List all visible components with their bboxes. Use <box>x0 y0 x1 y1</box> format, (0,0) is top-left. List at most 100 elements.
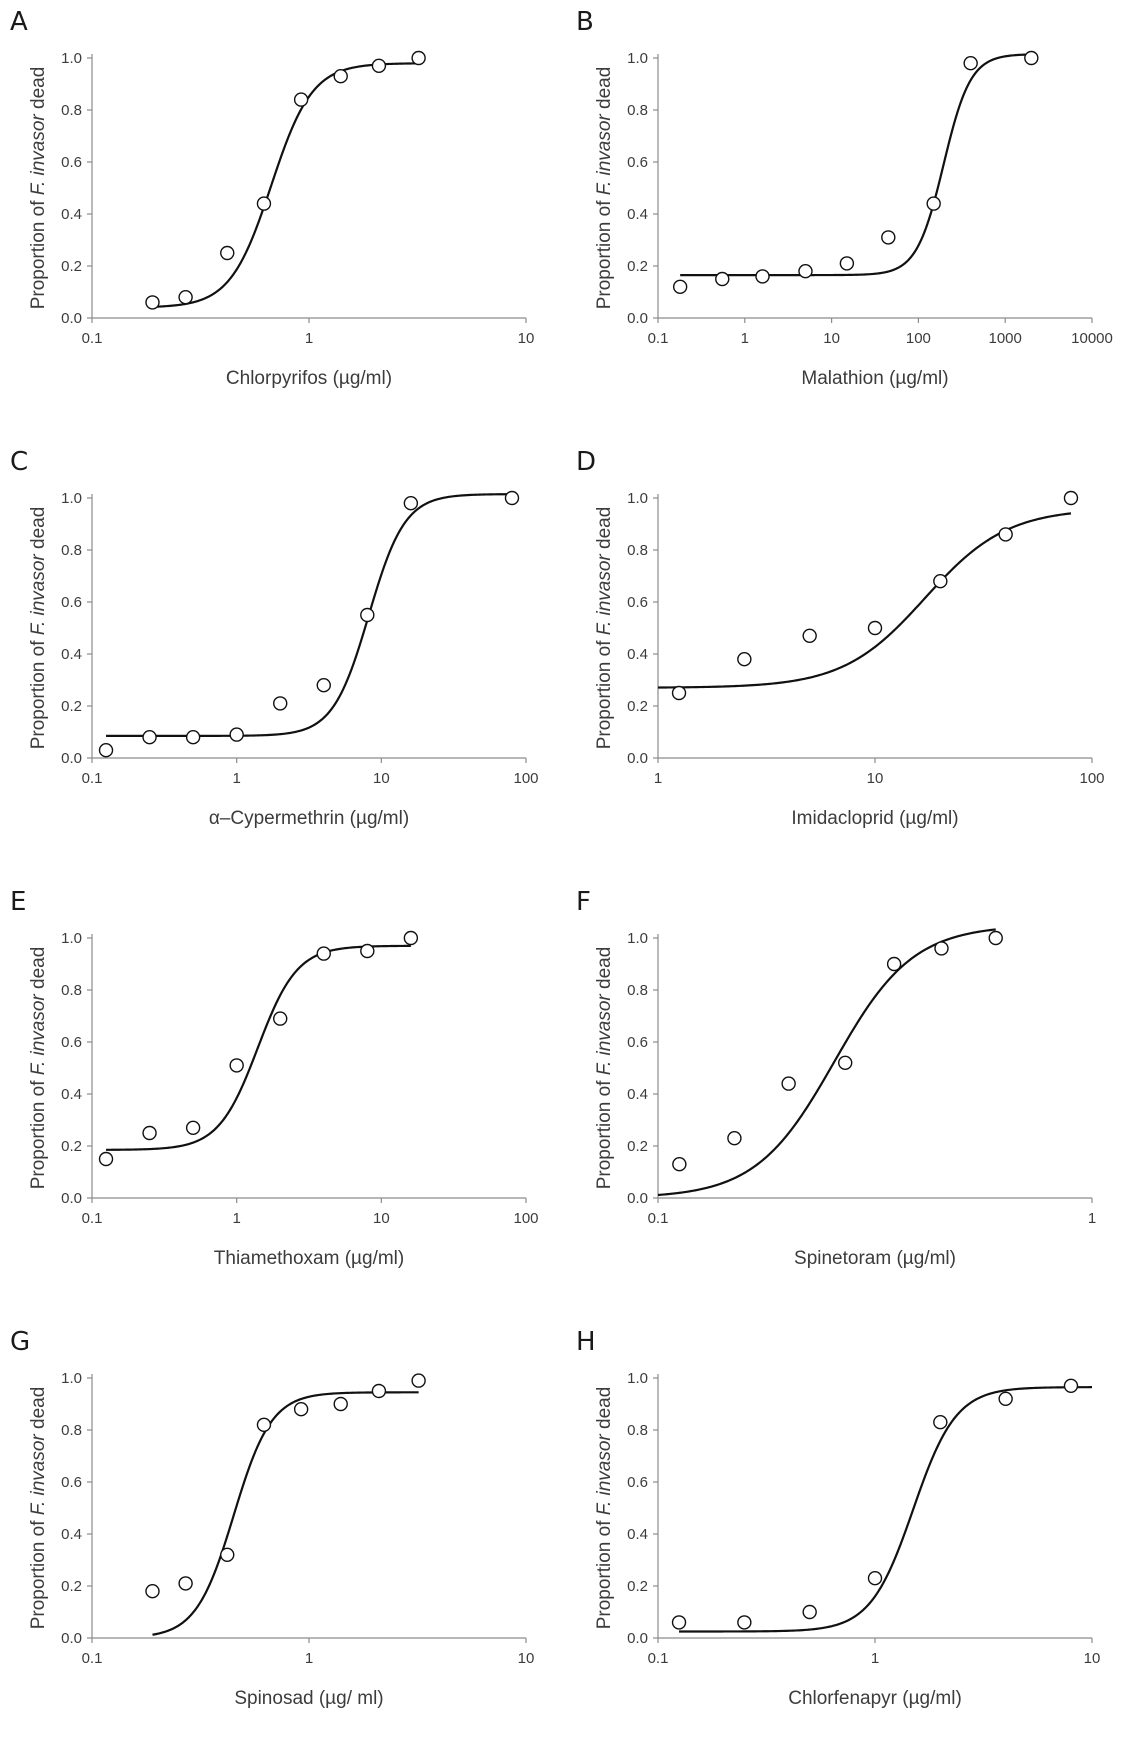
data-point <box>504 490 520 506</box>
y-tick-label: 0.8 <box>61 982 82 999</box>
data-point <box>672 279 688 294</box>
data-point <box>838 1055 853 1071</box>
y-tick-label: 0.2 <box>61 258 82 275</box>
chart-panel-h: H 0.0 0.2 0.4 0.6 0.8 1.0 0.1 1 10 Chlorfenapyr (µ… <box>566 1320 1132 1760</box>
data-point <box>755 269 770 284</box>
data-point <box>998 527 1013 542</box>
y-tick-label: 0.0 <box>627 750 648 767</box>
data-point <box>273 1011 288 1026</box>
data-point <box>1063 490 1079 506</box>
x-axis-title: α–Cypermethrin (µg/ml) <box>209 808 409 829</box>
y-tick-label: 0.6 <box>627 1474 648 1491</box>
panel-letter: H <box>576 1327 596 1357</box>
y-axis-title: Proportion of F. invasor dead <box>28 1387 49 1630</box>
data-point <box>802 628 817 644</box>
y-tick-label: 0.6 <box>627 1034 648 1051</box>
chart-svg: B 0.0 0.2 0.4 0.6 0.8 1.0 0.1 1 10 100 1000 10000 Mal… <box>576 7 1113 389</box>
y-tick-label: 1.0 <box>61 490 82 507</box>
data-point <box>371 1383 387 1399</box>
data-point <box>839 256 855 271</box>
data-point <box>220 245 235 261</box>
data-point <box>737 1615 752 1630</box>
chart-svg: A 0.0 0.2 0.4 0.6 0.8 1.0 0.1 1 10 Chlorpyrifos (µ… <box>10 7 535 389</box>
x-tick-label: 0.1 <box>82 330 103 347</box>
y-tick-label: 0.2 <box>627 258 648 275</box>
y-tick-label: 0.4 <box>627 1526 648 1543</box>
x-axis-title: Chlorfenapyr (µg/ml) <box>788 1688 962 1709</box>
data-point <box>256 196 272 211</box>
chart-panel-d: D 0.0 0.2 0.4 0.6 0.8 1.0 1 10 100 Imidacloprid (µ… <box>566 440 1132 880</box>
data-point <box>371 58 387 74</box>
y-tick-label: 0.6 <box>627 154 648 171</box>
y-tick-label: 0.4 <box>61 646 82 663</box>
panel-letter: F <box>576 887 591 917</box>
y-tick-label: 1.0 <box>61 930 82 947</box>
y-tick-label: 0.0 <box>627 310 648 327</box>
y-axis-title: Proportion of F. invasor dead <box>28 947 49 1190</box>
panel-letter: C <box>10 447 28 477</box>
y-tick-label: 0.4 <box>627 646 648 663</box>
data-point <box>737 651 752 667</box>
x-tick-label: 10 <box>867 770 884 787</box>
data-point <box>933 573 948 589</box>
y-tick-label: 0.8 <box>627 542 648 559</box>
x-tick-label: 1 <box>305 330 313 347</box>
y-tick-label: 0.2 <box>627 1138 648 1155</box>
y-axis-title: Proportion of F. invasor dead <box>28 67 49 310</box>
x-tick-label: 1 <box>1088 1210 1096 1227</box>
data-point <box>142 1125 157 1141</box>
y-axis-title: Proportion of F. invasor dead <box>594 947 615 1190</box>
data-point <box>142 730 157 745</box>
y-tick-label: 0.0 <box>627 1630 648 1647</box>
panel-letter: B <box>576 7 594 37</box>
x-tick-label: 0.1 <box>82 770 103 787</box>
y-tick-label: 0.8 <box>627 982 648 999</box>
data-point <box>98 1151 114 1167</box>
data-point <box>934 941 949 956</box>
y-tick-label: 0.0 <box>61 750 82 767</box>
chart-svg: F 0.0 0.2 0.4 0.6 0.8 1.0 0.1 1 Spinetoram (µg/ml… <box>576 887 1096 1269</box>
x-axis-title: Chlorpyrifos (µg/ml) <box>226 368 392 389</box>
y-tick-label: 0.0 <box>61 1190 82 1207</box>
chart-svg: H 0.0 0.2 0.4 0.6 0.8 1.0 0.1 1 10 Chlorfenapyr (µ… <box>576 1327 1101 1709</box>
x-tick-label: 0.1 <box>82 1210 103 1227</box>
data-point <box>293 92 309 107</box>
panel-letter: D <box>576 447 596 477</box>
chart-panel-b: B 0.0 0.2 0.4 0.6 0.8 1.0 0.1 1 10 100 1000 10000 Mal… <box>566 0 1132 440</box>
x-tick-label: 100 <box>513 770 538 787</box>
x-axis-title: Malathion (µg/ml) <box>801 368 948 389</box>
data-point <box>411 1373 426 1388</box>
chart-svg: C 0.0 0.2 0.4 0.6 0.8 1.0 0.1 1 10 100 α–Cypermethr… <box>10 447 539 829</box>
fit-curve <box>106 493 512 737</box>
chart-panel-c: C 0.0 0.2 0.4 0.6 0.8 1.0 0.1 1 10 100 α–Cypermethr… <box>0 440 566 880</box>
y-tick-label: 0.0 <box>61 1630 82 1647</box>
chart-svg: D 0.0 0.2 0.4 0.6 0.8 1.0 1 10 100 Imidacloprid (µ… <box>576 447 1105 829</box>
x-tick-label: 100 <box>906 330 931 347</box>
fit-curve <box>152 1391 419 1636</box>
data-point <box>316 677 331 693</box>
x-tick-label: 10 <box>518 330 535 347</box>
y-tick-label: 0.6 <box>61 1034 82 1051</box>
data-point <box>256 1417 272 1433</box>
fit-curve <box>152 62 419 308</box>
data-point <box>333 68 348 84</box>
chart-panel-a: A 0.0 0.2 0.4 0.6 0.8 1.0 0.1 1 10 Chlorpyrifos (µ… <box>0 0 566 440</box>
data-point <box>403 496 419 511</box>
y-tick-label: 0.0 <box>61 310 82 327</box>
data-point <box>867 1571 883 1586</box>
y-tick-label: 1.0 <box>627 930 648 947</box>
data-point <box>229 1058 244 1073</box>
x-tick-label: 10 <box>1084 1650 1101 1667</box>
data-point <box>178 1576 193 1591</box>
data-point <box>671 685 687 701</box>
data-point <box>220 1547 235 1563</box>
y-axis-title: Proportion of F. invasor dead <box>594 507 615 750</box>
chart-panel-f: F 0.0 0.2 0.4 0.6 0.8 1.0 0.1 1 Spinetoram (µg/ml… <box>566 880 1132 1320</box>
data-point <box>360 943 375 959</box>
data-point <box>273 696 288 711</box>
y-tick-label: 0.8 <box>61 102 82 119</box>
data-point <box>886 956 902 972</box>
data-point <box>933 1414 948 1430</box>
data-point <box>798 264 813 279</box>
